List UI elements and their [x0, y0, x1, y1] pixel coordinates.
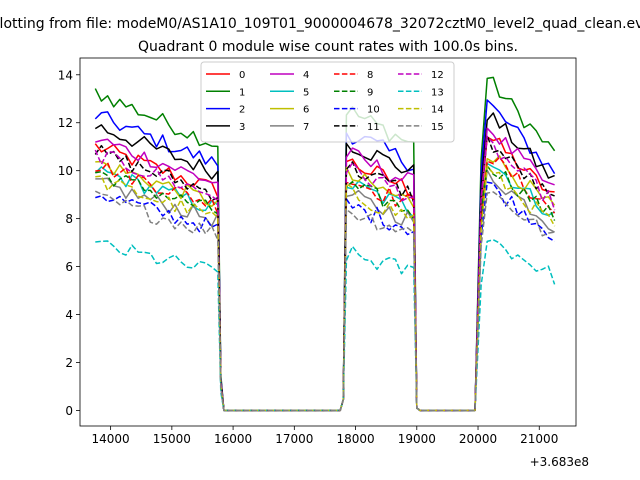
x-tick-label: 21000: [520, 432, 558, 446]
chart-title: Quadrant 0 module wise count rates with …: [138, 39, 518, 55]
y-tick-label: 6: [65, 260, 73, 274]
x-tick-label: 14000: [92, 432, 130, 446]
series-line-10: [95, 181, 555, 412]
x-offset-label: +3.683e8: [530, 455, 589, 469]
x-tick-label: 20000: [459, 432, 497, 446]
x-tick-label: 16000: [214, 432, 252, 446]
legend-label-15: 15: [431, 122, 444, 133]
legend-label-12: 12: [431, 70, 444, 81]
x-tick-label: 15000: [153, 432, 191, 446]
y-tick-label: 12: [58, 116, 73, 130]
series-line-11: [94, 134, 555, 412]
y-tick-label: 0: [65, 404, 73, 418]
figure-suptitle: Plotting from file: modeM0/AS1A10_109T01…: [0, 16, 640, 32]
legend-box: [200, 61, 455, 143]
legend-label-9: 9: [367, 87, 373, 98]
series-line-15: [94, 190, 555, 412]
plot-series: [94, 76, 556, 412]
axes-frame: [79, 57, 577, 427]
x-tick-label: 18000: [336, 432, 374, 446]
legend-label-2: 2: [239, 105, 245, 116]
x-tick-label: 19000: [398, 432, 436, 446]
legend-label-3: 3: [239, 122, 245, 133]
legend-label-4: 4: [303, 70, 309, 81]
y-tick-label: 4: [65, 308, 73, 322]
legend-label-8: 8: [367, 70, 373, 81]
y-tick-label: 14: [58, 68, 73, 82]
legend-label-6: 6: [303, 105, 309, 116]
legend-label-1: 1: [239, 87, 245, 98]
legend-label-0: 0: [239, 70, 245, 81]
legend-label-7: 7: [303, 122, 309, 133]
legend-label-11: 11: [367, 122, 380, 133]
legend-label-13: 13: [431, 87, 444, 98]
axes: 14000 15000 16000 17000 18000 19000 20000 21000…: [58, 57, 577, 446]
x-tick-label: 17000: [275, 432, 313, 446]
y-tick-label: 10: [58, 164, 73, 178]
legend-label-10: 10: [367, 105, 380, 116]
legend-label-5: 5: [303, 87, 309, 98]
series-line-13: [95, 239, 556, 412]
y-tick-label: 2: [65, 356, 73, 370]
y-tick-label: 8: [65, 212, 73, 226]
legend-label-14: 14: [431, 105, 444, 116]
